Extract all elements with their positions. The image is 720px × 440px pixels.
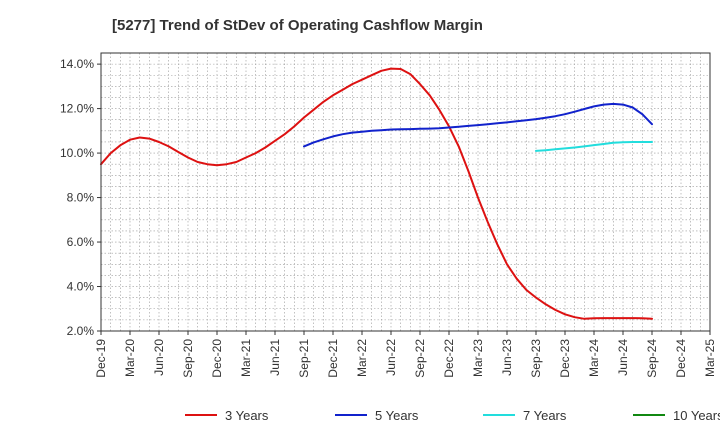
y-tick-label: 6.0% [67,235,95,249]
x-tick-label: Sep-22 [413,339,427,378]
grid-lines [100,52,711,332]
legend-label-2: 7 Years [523,408,567,423]
x-tick-label: Jun-23 [500,339,514,376]
x-tick-label: Dec-21 [326,339,340,378]
x-tick-label: Sep-21 [297,339,311,378]
plot-background [101,53,710,331]
series-line-1 [303,102,653,148]
x-tick-label: Jun-24 [616,339,630,376]
y-axis-ticks: 2.0% 4.0% 6.0% 8.0% 10.0% 12.0% 14.0% [60,57,101,338]
chart-title: [5277] Trend of StDev of Operating Cashf… [112,17,483,34]
series-line-2 [535,141,653,152]
axes [100,52,711,332]
x-tick-label: Jun-21 [268,339,282,376]
x-tick-label: Dec-24 [674,339,688,378]
x-tick-label: Sep-20 [181,339,195,378]
series-lines [100,67,653,320]
y-tick-label: 2.0% [67,324,95,338]
x-tick-label: Mar-20 [123,339,137,377]
y-tick-label: 8.0% [67,191,95,205]
x-tick-label: Jun-20 [152,339,166,376]
legend-label-1: 5 Years [375,408,419,423]
x-tick-label: Dec-20 [210,339,224,378]
y-tick-label: 14.0% [60,57,94,71]
x-axis-ticks: Dec-19 Mar-20 Jun-20 Sep-20 Dec-20 Mar-21 Jun-… [94,331,717,378]
legend-label-3: 10 Years [673,408,720,423]
x-tick-label: Jun-22 [384,339,398,376]
x-tick-label: Mar-22 [355,339,369,377]
y-tick-label: 4.0% [67,280,95,294]
x-tick-label: Dec-23 [558,339,572,378]
x-tick-label: Sep-24 [645,339,659,378]
legend: 3 Years 5 Years 7 Years 10 Years [185,408,720,423]
x-tick-label: Mar-25 [703,339,717,377]
x-tick-label: Dec-22 [442,339,456,378]
y-tick-label: 10.0% [60,146,94,160]
x-tick-label: Mar-24 [587,339,601,377]
y-tick-label: 12.0% [60,102,94,116]
x-tick-label: Sep-23 [529,339,543,378]
plot-area [101,53,710,331]
series-line-0 [100,67,653,320]
plot-frame [100,52,711,332]
x-tick-label: Mar-21 [239,339,253,377]
x-tick-label: Dec-19 [94,339,108,378]
x-tick-label: Mar-23 [471,339,485,377]
legend-label-0: 3 Years [225,408,269,423]
